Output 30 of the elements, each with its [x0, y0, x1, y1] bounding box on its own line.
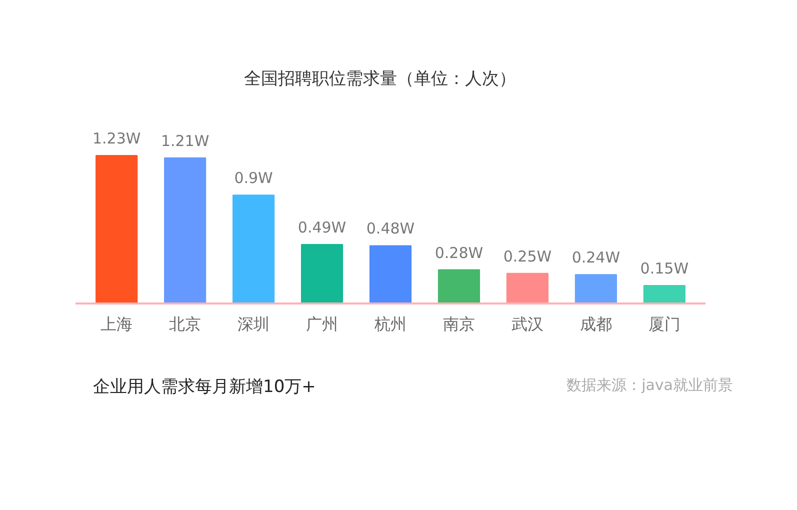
bar: [300, 244, 344, 304]
bar: [369, 245, 412, 304]
bar: [438, 269, 480, 304]
data-label: 0.24W: [572, 248, 620, 267]
chart-title: 全国招聘职位需求量（单位：人次）: [244, 68, 516, 91]
x-tick-label: 杭州: [374, 314, 406, 334]
data-label: 0.48W: [366, 220, 415, 238]
x-tick-label: 上海: [100, 314, 133, 334]
data-label: 0.9W: [234, 169, 274, 188]
data-label: 1.21W: [160, 132, 210, 150]
source-note: 数据来源：java就业前景: [566, 375, 733, 396]
data-label: 0.15W: [640, 259, 689, 278]
bar: [643, 284, 686, 304]
text: 企业用人需求每月新增10万+: [93, 376, 316, 399]
data-label: 1.23W: [92, 129, 141, 148]
bar: [96, 154, 138, 304]
x-tick-label: 深圳: [238, 314, 270, 334]
data-label: 0.28W: [434, 244, 484, 262]
bar: [506, 272, 548, 304]
x-tick-label: 广州: [306, 314, 338, 334]
x-tick-label: 厦门: [648, 314, 680, 334]
bar: [164, 157, 206, 304]
x-tick-label: 成都: [580, 314, 612, 334]
x-tick-label: 北京: [169, 314, 202, 334]
bar: [232, 194, 275, 304]
bar: [574, 274, 617, 304]
x-tick-label: 南京: [442, 314, 475, 334]
data-label: 0.25W: [503, 247, 552, 266]
x-tick-label: 武汉: [511, 314, 544, 334]
data-label: 0.49W: [298, 218, 346, 237]
